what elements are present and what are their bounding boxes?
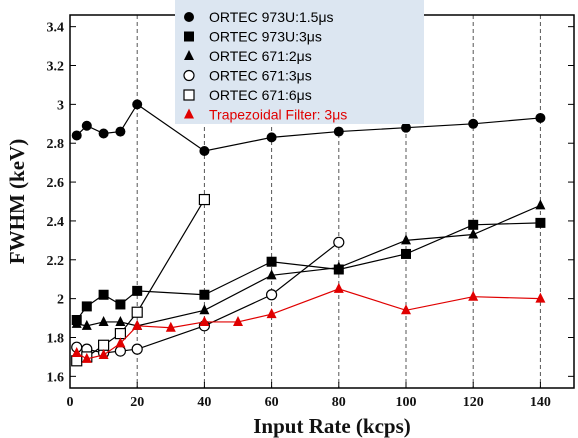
- data-point: [81, 301, 92, 312]
- y-tick-label: 1.8: [47, 331, 65, 346]
- data-point: [535, 292, 546, 303]
- legend-label: Trapezoidal Filter: 3μs: [209, 107, 347, 123]
- series-group: [71, 282, 546, 363]
- data-point: [266, 256, 277, 267]
- data-point: [199, 289, 210, 300]
- data-point: [98, 128, 109, 139]
- data-point: [535, 112, 546, 123]
- data-point: [71, 347, 82, 358]
- data-point: [114, 345, 127, 357]
- legend-marker: [184, 108, 194, 119]
- x-tick-label: 100: [396, 395, 417, 410]
- data-point: [71, 317, 82, 328]
- y-tick-label: 3.2: [47, 60, 65, 75]
- y-tick-label: 3.4: [47, 21, 65, 36]
- data-point: [199, 315, 210, 326]
- y-tick-label: 2.6: [47, 176, 65, 191]
- data-point: [468, 290, 479, 301]
- data-point: [401, 248, 411, 259]
- x-tick-label: 140: [530, 395, 551, 410]
- data-point: [98, 315, 109, 326]
- data-point: [199, 304, 210, 315]
- legend-marker: [184, 12, 194, 22]
- legend-marker: [184, 50, 194, 60]
- x-axis-title: Input Rate (kcps): [253, 414, 411, 438]
- y-tick-label: 2.4: [47, 215, 65, 230]
- legend: ORTEC 973U:1.5μs ORTEC 973U:3μs ORTEC 671:…: [175, 0, 424, 124]
- data-point: [401, 234, 411, 245]
- data-point: [266, 289, 278, 301]
- data-point: [115, 299, 126, 310]
- data-point: [468, 228, 479, 239]
- data-point: [333, 282, 344, 293]
- data-point: [71, 130, 82, 141]
- data-point: [115, 315, 126, 326]
- y-tick-label: 1.6: [47, 370, 65, 385]
- data-point: [81, 352, 92, 363]
- data-point: [468, 118, 479, 129]
- data-point: [132, 99, 143, 110]
- data-point: [131, 343, 143, 355]
- x-tick-label: 80: [332, 395, 346, 410]
- data-point: [98, 289, 109, 300]
- data-point: [199, 145, 210, 156]
- legend-marker: [183, 89, 195, 101]
- y-tick-label: 2.8: [47, 137, 65, 152]
- legend-label: ORTEC 671:2μs: [209, 48, 312, 64]
- data-point: [233, 315, 243, 326]
- data-point: [132, 319, 143, 330]
- series-layer: [71, 99, 546, 367]
- legend-label: ORTEC 671:6μs: [209, 87, 312, 103]
- data-point: [266, 308, 277, 319]
- legend-marker: [184, 31, 194, 42]
- data-point: [266, 132, 277, 143]
- series-group: [71, 193, 210, 367]
- series-line: [76, 199, 205, 362]
- data-point: [97, 339, 110, 351]
- data-point: [401, 122, 411, 133]
- x-tick-label: 20: [130, 395, 144, 410]
- data-point: [81, 319, 92, 330]
- data-point: [132, 285, 143, 296]
- data-point: [333, 236, 345, 248]
- data-point: [401, 304, 411, 315]
- data-point: [98, 348, 109, 359]
- data-point: [81, 120, 92, 131]
- data-point: [131, 306, 143, 318]
- data-point: [535, 199, 546, 210]
- legend-marker: [183, 69, 195, 82]
- legend-background: [175, 0, 424, 124]
- x-tick-label: 120: [463, 395, 484, 410]
- data-point: [71, 355, 83, 367]
- series-group: [71, 99, 546, 156]
- y-axis-title: FWHM (keV): [5, 139, 29, 264]
- y-tick-label: 2.2: [47, 254, 65, 269]
- data-point: [198, 193, 210, 206]
- y-tick-label: 3: [57, 98, 64, 113]
- data-point: [468, 219, 479, 230]
- tick-layer: 0 20 40 60 80 100 120 140 1.6 1.8 2 2.2 2.4 2.6 2.8 3 3.…: [47, 21, 574, 410]
- x-tick-label: 0: [67, 395, 74, 410]
- x-tick-label: 60: [265, 395, 279, 410]
- legend-label: ORTEC 973U:1.5μs: [209, 9, 334, 25]
- x-tick-label: 40: [197, 395, 211, 410]
- data-point: [115, 126, 126, 137]
- data-point: [115, 337, 126, 348]
- data-point: [333, 126, 344, 137]
- y-tick-label: 2: [57, 293, 64, 308]
- data-point: [333, 261, 344, 272]
- legend-label: ORTEC 973U:3μs: [209, 29, 322, 45]
- legend-label: ORTEC 671:3μs: [209, 68, 312, 84]
- data-point: [535, 217, 546, 228]
- data-point: [165, 321, 176, 332]
- data-point: [114, 328, 127, 340]
- data-point: [266, 269, 277, 280]
